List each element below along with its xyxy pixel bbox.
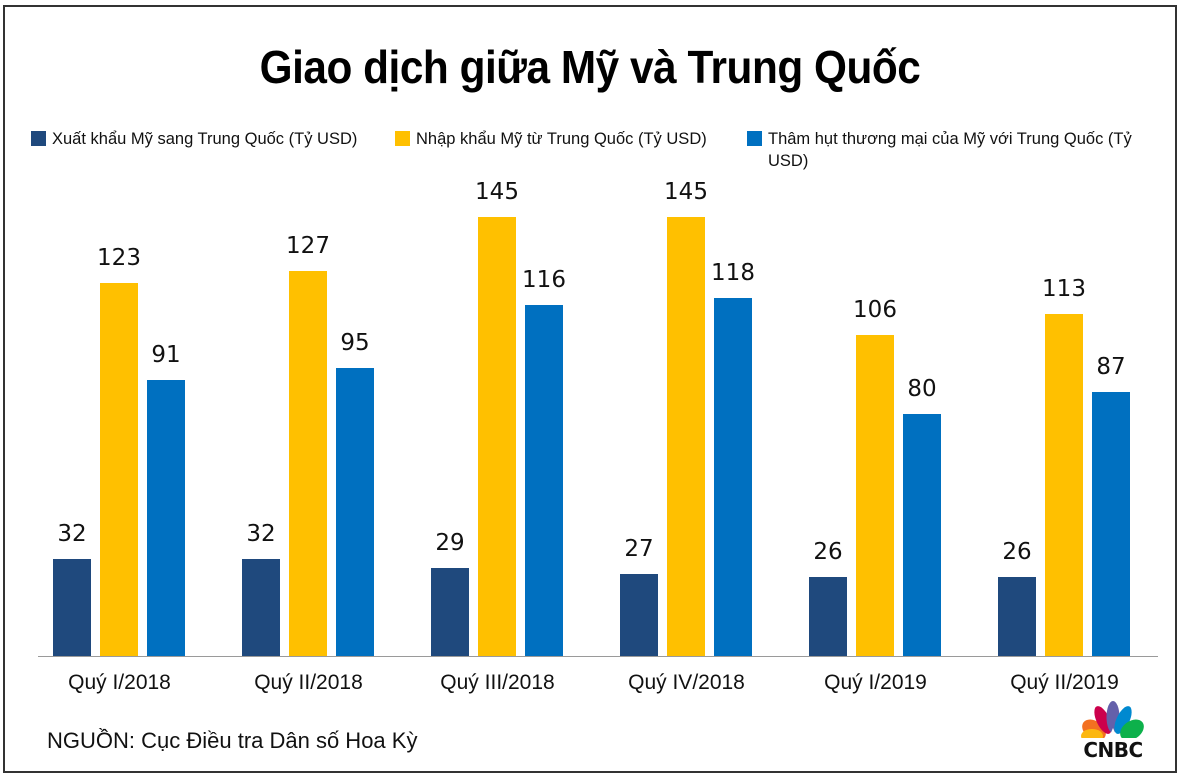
data-label-exports: 26: [1002, 539, 1032, 566]
bar-exports: [53, 559, 91, 656]
bar-exports: [242, 559, 280, 656]
bar-group: 29 145 116: [416, 160, 605, 656]
x-axis-line: [38, 656, 1158, 657]
bar-deficit: [147, 380, 185, 656]
bar-imports: [667, 216, 705, 656]
bar-imports: [1045, 313, 1083, 656]
data-label-imports: 127: [286, 233, 330, 260]
legend-label-deficit: Thâm hụt thương mại của Mỹ với Trung Quố…: [768, 130, 1132, 170]
data-label-exports: 32: [57, 521, 87, 548]
x-tick-label: Quý II/2019: [1010, 671, 1119, 694]
bar-deficit: [714, 298, 752, 656]
data-label-deficit: 87: [1096, 354, 1126, 381]
chart-frame: [3, 5, 1177, 773]
bar-imports: [289, 271, 327, 656]
chart-title: Giao dịch giữa Mỹ và Trung Quốc: [259, 41, 921, 93]
bar-exports: [809, 577, 847, 656]
bar-group: 32 123 91: [38, 160, 227, 656]
bar-deficit: [1092, 392, 1130, 656]
bar-imports: [100, 283, 138, 656]
x-tick-label: Quý I/2019: [824, 671, 927, 694]
bar-exports: [431, 568, 469, 656]
legend-item-deficit: Thâm hụt thương mại của Mỹ với Trung Quố…: [747, 128, 1157, 172]
data-label-imports: 113: [1042, 275, 1086, 302]
source-note: NGUỒN: Cục Điều tra Dân số Hoa Kỳ: [47, 728, 418, 753]
legend-swatch-imports: [395, 131, 410, 146]
data-label-exports: 26: [813, 539, 843, 566]
data-label-deficit: 118: [711, 260, 755, 287]
x-tick-label: Quý I/2018: [68, 671, 171, 694]
bar-group: 32 127 95: [227, 160, 416, 656]
legend-swatch-exports: [31, 131, 46, 146]
bar-deficit: [525, 304, 563, 656]
data-label-imports: 145: [664, 178, 708, 205]
peacock-icon: [1072, 701, 1154, 744]
data-label-imports: 106: [853, 296, 897, 323]
bar-group: 26 106 80: [794, 160, 983, 656]
data-label-imports: 123: [97, 245, 141, 272]
cnbc-logo-text: CNBC: [1083, 738, 1143, 762]
bar-exports: [998, 577, 1036, 656]
bar-group: 27 145 118: [605, 160, 794, 656]
x-tick-label: Quý IV/2018: [628, 671, 745, 694]
bar-exports: [620, 574, 658, 656]
legend-item-imports: Nhập khẩu Mỹ từ Trung Quốc (Tỷ USD): [395, 128, 707, 150]
x-tick-label: Quý II/2018: [254, 671, 363, 694]
x-tick-label: Quý III/2018: [440, 671, 555, 694]
bar-deficit: [903, 413, 941, 656]
plot-area: 32 123 91 32 127 95 29 145 116 27 145 118 26 106 80 26 1…: [38, 160, 1158, 656]
bar-imports: [856, 334, 894, 656]
bar-imports: [478, 216, 516, 656]
data-label-exports: 32: [246, 521, 276, 548]
data-label-imports: 145: [475, 178, 519, 205]
legend-swatch-deficit: [747, 131, 762, 146]
data-label-deficit: 80: [907, 375, 937, 402]
legend-item-exports: Xuất khẩu Mỹ sang Trung Quốc (Tỷ USD): [31, 128, 357, 150]
data-label-exports: 27: [624, 536, 654, 563]
bar-deficit: [336, 368, 374, 656]
legend-label-exports: Xuất khẩu Mỹ sang Trung Quốc (Tỷ USD): [52, 130, 358, 148]
legend-label-imports: Nhập khẩu Mỹ từ Trung Quốc (Tỷ USD): [416, 130, 707, 148]
data-label-deficit: 116: [522, 266, 566, 293]
data-label-deficit: 91: [151, 342, 181, 369]
data-label-deficit: 95: [340, 330, 370, 357]
bar-group: 26 113 87: [983, 160, 1172, 656]
data-label-exports: 29: [435, 530, 465, 557]
cnbc-logo: CNBC: [1072, 698, 1154, 762]
